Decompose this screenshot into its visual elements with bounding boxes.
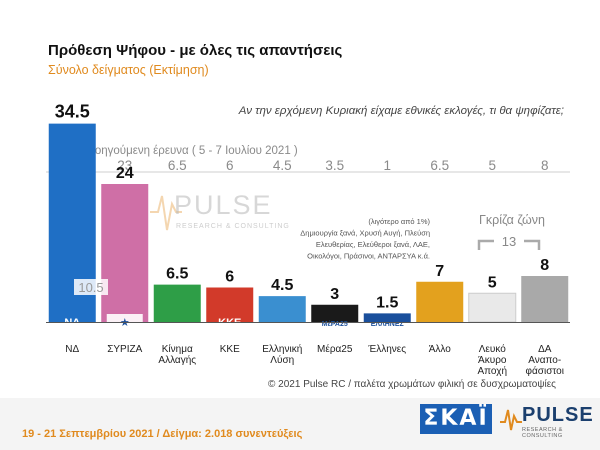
bar [363,313,411,322]
survey-question: Αν την ερχόμενη Κυριακή είχαμε εθνικές ε… [238,105,564,117]
previous-value: 23 [117,158,132,173]
previous-value: 3.5 [325,158,344,173]
other-parties-note: Δημιουργία ξανά, Χρυσή Αυγή, Πλεύση [300,229,430,238]
grey-zone-bracket-right [524,239,541,250]
category-label: ΣΥΡΙΖΑ [107,344,142,355]
pulse-watermark [150,195,182,231]
previous-value: 5 [488,158,496,173]
pulse-logo-word: PULSE [522,404,594,426]
previous-survey-label: Προηγούμενη έρευνα ( 5 - 7 Ιουλίου 2021 … [80,145,298,157]
previous-value: 4.5 [273,158,292,173]
party-logo: ΜέΡΑ25 [322,321,348,328]
grey-zone-bracket-left [477,239,494,250]
bar [258,296,306,322]
gap-label: 10.5 [78,280,103,295]
footer-bar [0,398,600,450]
copyright-note: © 2021 Pulse RC / παλέτα χρωμάτων φιλική… [268,379,556,390]
category-label: ΝΔ [65,344,79,355]
page-subtitle: Σύνολο δείγματος (Εκτίμηση) [48,63,209,77]
category-label: Λύση [270,354,294,366]
watermark-tagline: RESEARCH & CONSULTING [176,223,290,230]
other-parties-note: Οικολόγοι, Πράσινοι, ΑΝΤΑΡΣΥΑ κ.ά. [307,252,430,261]
bar-value-label: 5 [488,274,497,291]
grey-zone-label: Γκρίζα ζώνη [479,213,545,227]
category-label: ΔΑ [538,344,552,355]
page-title: Πρόθεση Ψήφου - με όλες τις απαντήσεις [48,42,343,59]
previous-value: 8 [541,158,549,173]
bar-value-label: 7 [435,263,444,280]
category-label: Έλληνες [367,344,406,355]
bar [521,276,569,322]
category-label: Λευκό [479,343,506,355]
previous-value: 6 [226,158,234,173]
bar [206,287,254,322]
other-parties-note: Ελευθερίας, Ελεύθεροι ξανά, ΛΑΕ, [316,240,430,249]
category-label: φάσιστοι [526,365,564,377]
bar-value-label: 6.5 [166,266,188,283]
previous-value: 1 [383,158,391,173]
category-label: Αποχή [477,365,507,377]
category-label: Αλλαγής [158,354,196,366]
category-label: Άλλο [429,344,452,355]
gap-label-box [74,279,108,295]
footer-sample-info: 19 - 21 Σεπτεμβρίου 2021 / Δείγμα: 2.018… [22,428,303,440]
bar [416,281,464,322]
bar [311,304,359,322]
bar-value-label: 3 [330,286,339,303]
category-label: Άκυρο [478,355,507,366]
bar-value-label: 8 [540,257,549,274]
bar-value-label: 24 [116,165,134,182]
watermark-word: PULSE [174,190,273,220]
category-label: Αναπο- [528,355,561,366]
category-label: ΚΚΕ [220,344,240,355]
bar-value-label: 6 [225,269,234,286]
bar [468,292,517,323]
pulse-logo: PULSE RESEARCH & CONSULTING [500,404,596,440]
previous-value: 6.5 [430,158,449,173]
pulse-wave-icon [500,409,522,431]
watermark-wave-icon [150,195,182,231]
category-label: Ελληνική [262,343,302,355]
bar-value-label: 4.5 [271,277,293,294]
category-label: Μέρα25 [317,343,353,355]
party-logo: ΕΛΛΗΝΕΣ [371,321,404,328]
skai-logo: ΣΚΑΪ [420,404,492,434]
bar-value-label: 34.5 [55,102,90,122]
grey-zone-value: 13 [502,234,516,249]
pulse-logo-tagline: RESEARCH & CONSULTING [522,427,563,439]
bar [153,284,201,322]
bar [101,184,149,322]
other-parties-note: (λιγότερο από 1%) [368,217,430,226]
previous-value: 6.5 [168,158,187,173]
category-label: Κίνημα [162,343,193,355]
bar-value-label: 1.5 [376,294,398,311]
